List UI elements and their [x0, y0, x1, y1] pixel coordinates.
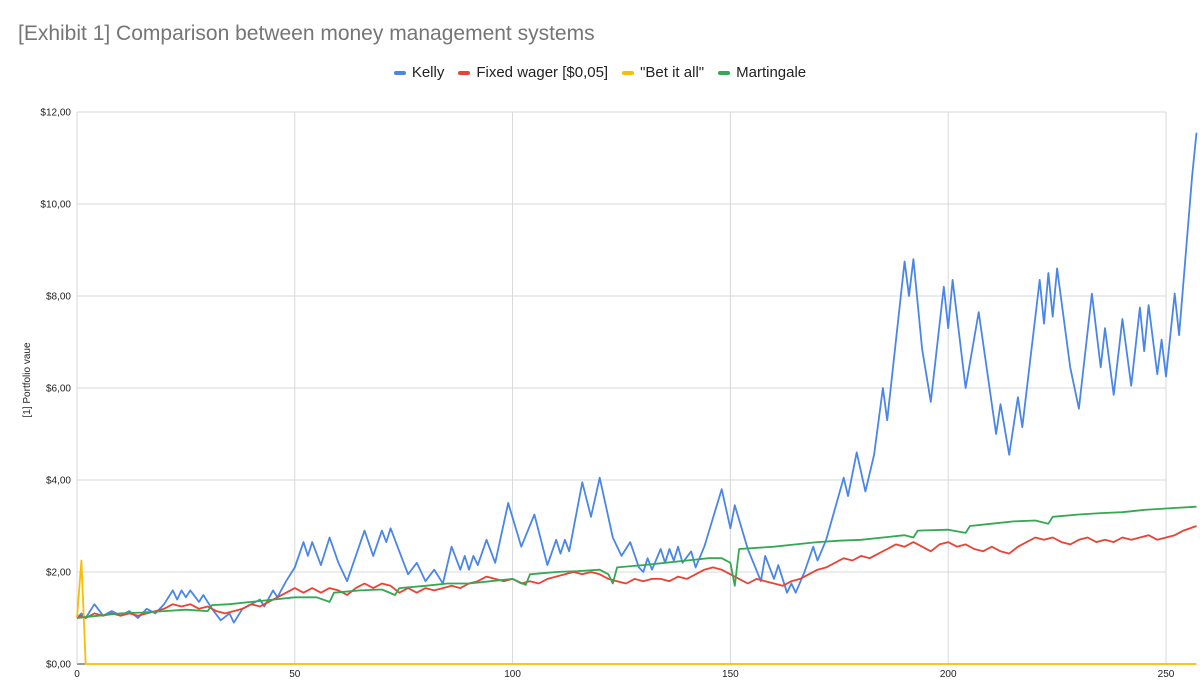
legend-swatch-fixed-wager	[458, 70, 471, 75]
x-tick-label: 0	[74, 669, 80, 680]
x-tick-label: 100	[504, 669, 521, 680]
legend-swatch-martingale	[718, 70, 731, 75]
y-tick-label: $6,00	[46, 384, 71, 395]
legend-label-martingale: Martingale	[736, 64, 807, 81]
x-tick-label: 200	[940, 669, 957, 680]
x-tick-label: 250	[1158, 669, 1175, 680]
legend-item-fixed-wager[interactable]: Fixed wager [$0,05]	[458, 64, 608, 81]
y-tick-label: $2,00	[46, 568, 71, 579]
legend-label-bet-it-all: "Bet it all"	[640, 64, 705, 81]
legend-item-kelly[interactable]: Kelly	[393, 64, 445, 81]
legend: Kelly Fixed wager [$0,05] "Bet it all" M…	[0, 64, 1200, 81]
axes: $0,00 $2,00 $4,00 $6,00 $8,00 $10,00 $12,00 0 50…	[40, 108, 1174, 681]
y-tick-label: $4,00	[46, 476, 71, 487]
x-tick-label: 150	[722, 669, 739, 680]
y-tick-label: $8,00	[46, 292, 71, 303]
series-line-kelly	[76, 132, 1198, 624]
x-tick-label: 50	[289, 669, 301, 680]
y-axis-label: [1] Portfolio vaue	[22, 342, 33, 417]
series-line-fixed-wager-0-05	[76, 525, 1197, 619]
legend-item-bet-it-all[interactable]: "Bet it all"	[622, 64, 704, 81]
chart-title: [Exhibit 1] Comparison between money man…	[18, 22, 595, 45]
legend-label-fixed-wager: Fixed wager [$0,05]	[476, 64, 609, 81]
legend-item-martingale[interactable]: Martingale	[718, 64, 806, 81]
legend-label-kelly: Kelly	[411, 64, 445, 81]
legend-swatch-kelly	[393, 70, 406, 75]
legend-swatch-bet-it-all	[622, 70, 635, 75]
y-tick-label: $0,00	[46, 660, 71, 671]
y-tick-label: $12,00	[40, 108, 71, 119]
y-tick-label: $10,00	[40, 200, 71, 211]
series-lines	[76, 132, 1198, 665]
series-line-martingale	[76, 505, 1197, 619]
grid	[76, 111, 1167, 665]
series-line-bet-it-all	[76, 559, 1197, 665]
